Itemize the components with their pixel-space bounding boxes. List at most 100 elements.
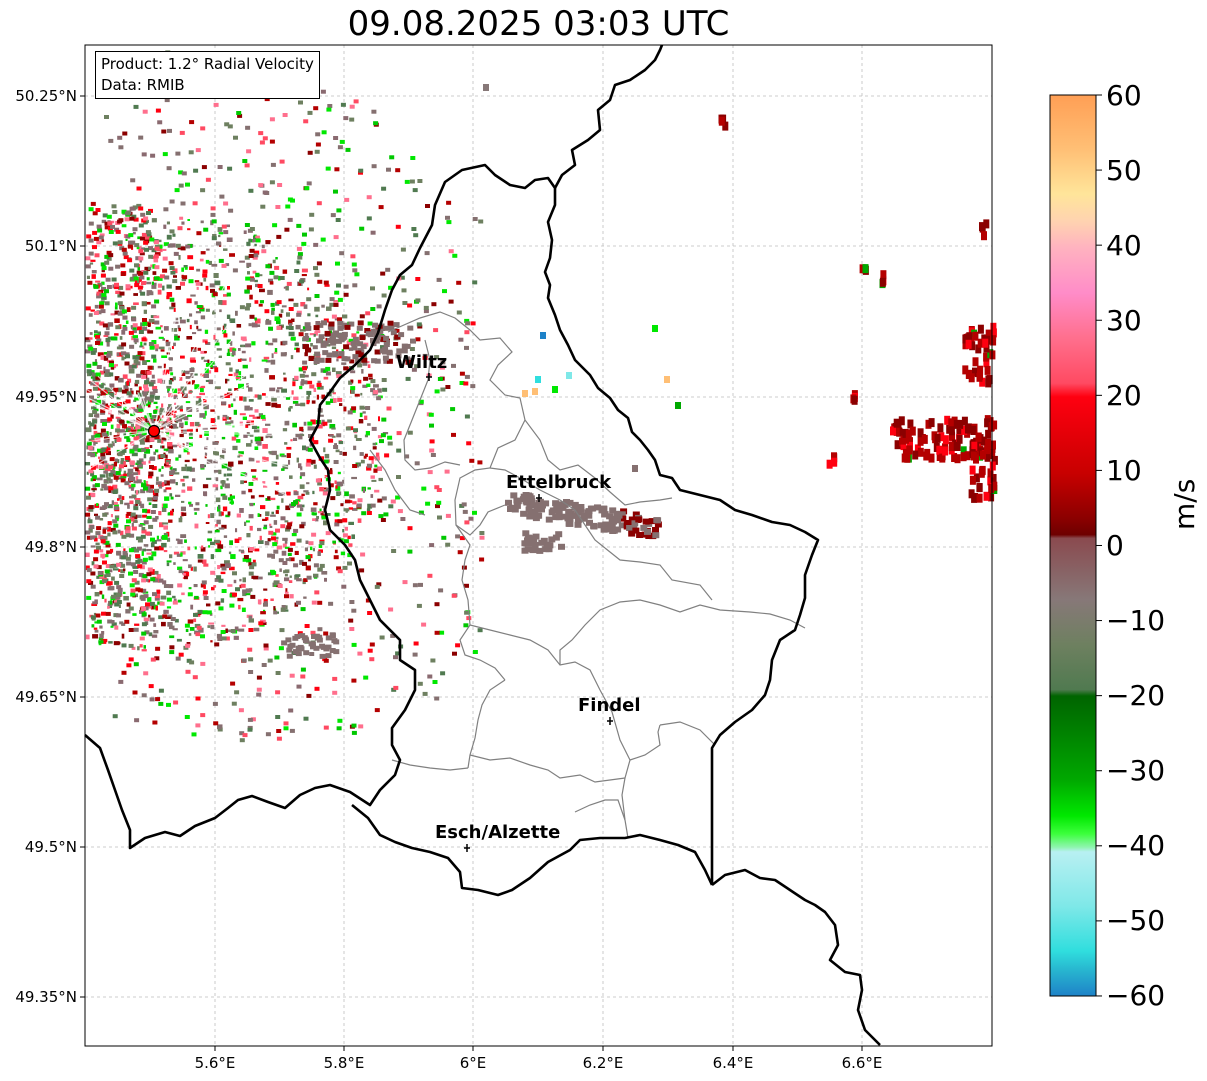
echo-pixel [246, 241, 251, 246]
echo-pixel [319, 508, 322, 512]
echo-pixel [101, 432, 107, 437]
echo-pixel [217, 637, 223, 641]
echo-pixel [134, 382, 138, 387]
echo-pixel [313, 502, 318, 506]
echo-pixel [242, 589, 248, 594]
echo-pixel [319, 643, 326, 649]
echo-pixel [148, 632, 153, 637]
echo-pixel [141, 551, 144, 556]
echo-pixel [374, 349, 381, 355]
echo-pixel [210, 212, 216, 217]
echo-pixel [88, 346, 94, 351]
echo-pixel [393, 685, 399, 690]
echo-pixel [120, 460, 125, 465]
echo-pixel [284, 546, 290, 549]
echo-pixel [149, 465, 154, 469]
echo-pixel [417, 681, 423, 686]
echo-pixel [241, 490, 246, 495]
echo-pixel [472, 650, 478, 654]
echo-pixel [134, 718, 140, 723]
echo-pixel [303, 650, 310, 656]
echo-pixel [289, 673, 295, 678]
echo-pixel [205, 379, 210, 382]
echo-pixel [129, 464, 135, 467]
echo-pixel [179, 433, 184, 438]
echo-pixel [206, 248, 210, 251]
echo-pixel [139, 609, 144, 614]
echo-pixel [126, 381, 129, 386]
echo-pixel [164, 369, 170, 375]
echo-pixel [141, 301, 147, 307]
echo-pixel [108, 488, 114, 493]
echo-pixel [900, 441, 907, 451]
echo-pixel [902, 434, 909, 444]
echo-pixel [131, 305, 137, 310]
echo-pixel [334, 512, 340, 517]
echo-pixel [226, 237, 233, 242]
echo-pixel [130, 512, 136, 517]
echo-pixel [132, 476, 136, 481]
echo-pixel [283, 372, 286, 375]
echo-pixel [162, 421, 167, 426]
echo-pixel [237, 358, 242, 362]
echo-pixel [112, 241, 118, 246]
echo-pixel [144, 247, 149, 252]
echo-pixel [377, 328, 384, 334]
echo-pixel [110, 313, 116, 316]
echo-pixel [88, 505, 94, 510]
echo-pixel [316, 382, 322, 387]
echo-pixel [317, 385, 322, 390]
echo-pixel [270, 302, 275, 307]
place-label-wiltz: Wiltz [396, 352, 447, 373]
echo-pixel [543, 541, 551, 548]
echo-pixel [288, 557, 295, 562]
echo-pixel [410, 156, 416, 160]
echo-pixel [274, 539, 279, 545]
echo-pixel [139, 345, 144, 348]
echo-pixel [122, 251, 128, 256]
echo-pixel [218, 606, 224, 611]
echo-pixel [271, 353, 274, 359]
echo-pixel [137, 564, 143, 569]
echo-pixel [373, 384, 379, 388]
echo-pixel [971, 493, 978, 503]
echo-pixel [274, 316, 280, 321]
echo-pixel [325, 357, 332, 363]
echo-pixel [200, 661, 206, 666]
echo-pixel [909, 426, 916, 436]
echo-pixel [104, 540, 110, 545]
echo-pixel [210, 541, 215, 546]
echo-pixel [149, 569, 155, 574]
echo-pixel [267, 538, 271, 542]
echo-pixel [213, 469, 220, 473]
echo-pixel [343, 116, 349, 121]
echo-pixel [271, 310, 275, 315]
echo-pixel [226, 314, 231, 319]
echo-pixel [383, 342, 390, 347]
echo-pixel [973, 473, 980, 483]
echo-pixel [180, 506, 186, 512]
echo-pixel [168, 519, 173, 523]
echo-pixel [150, 542, 155, 548]
echo-pixel [161, 507, 167, 512]
echo-pixel [215, 497, 221, 503]
echo-pixel [404, 179, 410, 184]
echo-pixel [221, 401, 227, 405]
echo-pixel [464, 318, 470, 323]
echo-pixel [390, 330, 397, 336]
echo-pixel [175, 243, 181, 248]
echo-pixel [103, 352, 110, 355]
echo-pixel [134, 397, 140, 401]
echo-pixel [337, 491, 342, 496]
echo-pixel [114, 458, 118, 464]
echo-pixel [232, 350, 236, 356]
echo-pixel [348, 500, 353, 503]
echo-pixel [93, 612, 97, 616]
echo-pixel [407, 430, 413, 435]
echo-pixel [218, 300, 223, 305]
echo-pixel [120, 476, 127, 479]
echo-pixel [200, 387, 204, 393]
echo-pixel [100, 428, 106, 433]
echo-pixel [93, 414, 98, 418]
echo-pixel [125, 234, 131, 239]
